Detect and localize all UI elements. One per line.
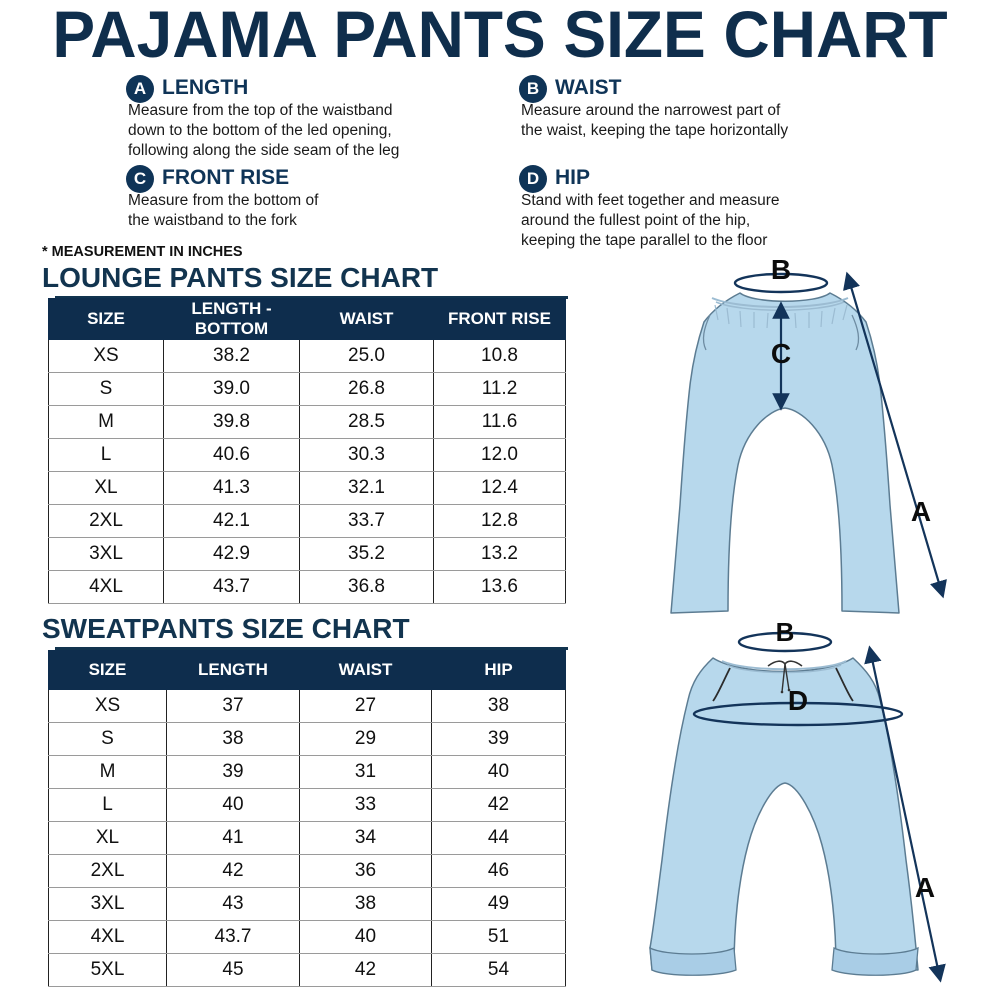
svg-text:D: D xyxy=(788,685,808,716)
svg-text:A: A xyxy=(911,496,931,527)
svg-text:B: B xyxy=(771,260,791,285)
svg-text:A: A xyxy=(915,872,935,903)
svg-text:B: B xyxy=(776,620,795,647)
svg-text:C: C xyxy=(771,338,791,369)
